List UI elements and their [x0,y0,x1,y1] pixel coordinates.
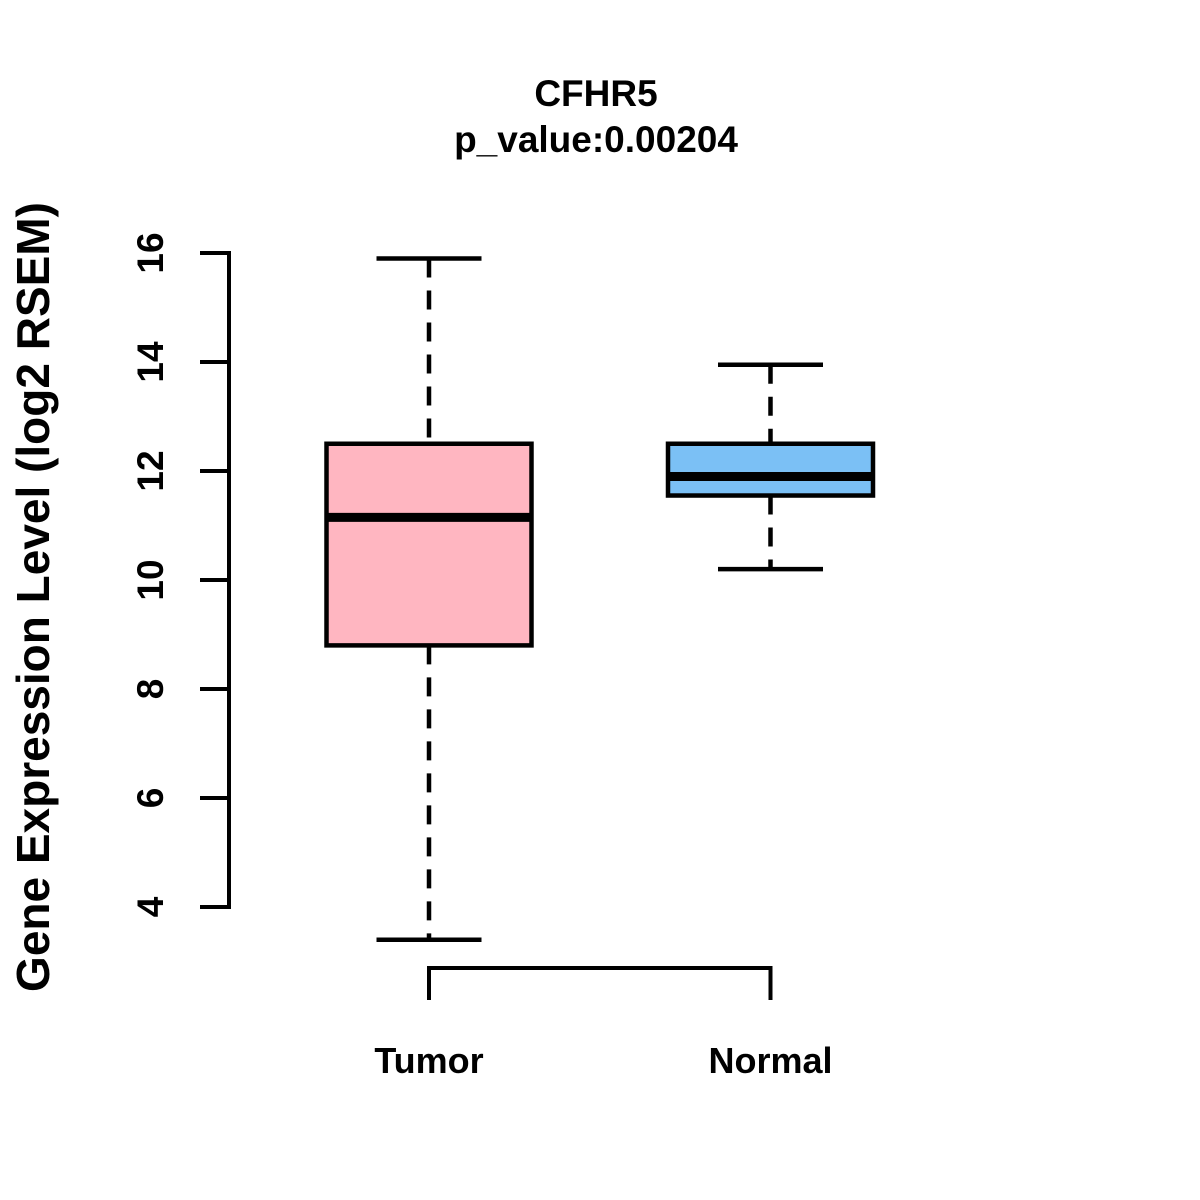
y-tick-label: 16 [130,232,171,274]
y-tick-label: 14 [130,341,171,383]
y-tick-label: 6 [130,787,171,809]
y-tick-label: 8 [130,678,171,700]
chart-title: CFHR5 [534,73,658,114]
normal-box [665,441,876,498]
chart-subtitle: p_value:0.00204 [454,119,738,160]
y-tick-label: 12 [130,450,171,492]
x-axis-label-tumor: Tumor [374,1040,484,1081]
y-tick-label: 10 [130,559,171,601]
x-axis-label-normal: Normal [708,1040,833,1081]
y-tick-label: 4 [130,896,171,918]
x-axis-bracket [427,966,773,1000]
tumor-box [324,441,534,648]
